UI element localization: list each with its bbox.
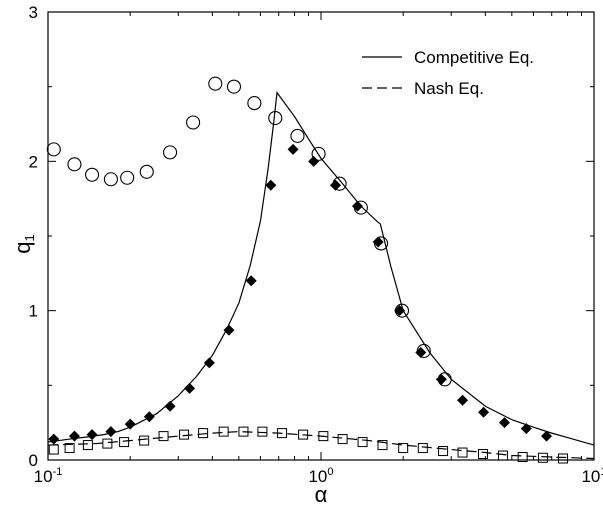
x-tick-label-exponent: 1	[600, 466, 603, 478]
circle-point	[290, 128, 305, 143]
square-point	[318, 431, 329, 442]
x-tick-label: 100	[308, 466, 333, 486]
square-point	[218, 426, 229, 437]
diamond-point	[351, 200, 363, 212]
square-point	[517, 452, 528, 463]
square-point	[357, 437, 368, 448]
x-tick-label: 10-1	[34, 466, 63, 486]
y-tick-label: 0	[29, 451, 38, 470]
square-point	[139, 435, 150, 446]
diamond-point	[105, 426, 117, 438]
diamond-point	[435, 373, 447, 385]
axis-ticks	[47, 11, 594, 461]
diamond-point	[48, 433, 60, 445]
square-point	[298, 429, 309, 440]
diamond-point	[457, 394, 469, 406]
circle-point	[103, 172, 118, 187]
diamond-point	[329, 179, 341, 191]
diamond-point	[164, 400, 176, 412]
diamond-point	[541, 430, 553, 442]
circle-point	[67, 157, 82, 172]
square-point	[438, 446, 449, 457]
y-tick-label: 3	[29, 3, 38, 22]
circle-point	[163, 145, 178, 160]
diamond-point	[415, 346, 427, 358]
diamond-point	[184, 382, 196, 394]
circle-point	[85, 167, 100, 182]
square-point	[558, 453, 569, 464]
circle-point	[311, 146, 326, 161]
diamond-point	[223, 324, 235, 336]
square-point	[64, 443, 75, 454]
square-point	[377, 440, 388, 451]
square-point	[238, 426, 249, 437]
competitive-eq-line	[48, 91, 594, 446]
square-point	[537, 452, 548, 463]
diamond-point	[143, 411, 155, 423]
square-point	[82, 440, 93, 451]
square-point	[102, 438, 113, 449]
square-point	[457, 447, 468, 458]
x-axis-label: α	[315, 482, 328, 507]
diamond-point	[478, 406, 490, 418]
circle-point	[226, 79, 242, 94]
x-tick-label-base: 10	[308, 467, 327, 486]
plot-area	[47, 11, 595, 461]
y-axis-label: q1	[10, 234, 37, 253]
diamond-point	[245, 275, 257, 287]
diamond-point	[394, 305, 406, 317]
square-point	[337, 434, 348, 445]
diamond-point	[265, 179, 277, 191]
y-tick-label: 1	[29, 302, 38, 321]
y-axis-label-sub: 1	[22, 234, 37, 241]
square-point	[277, 428, 288, 439]
square-point	[497, 450, 508, 461]
circle-point	[46, 142, 61, 157]
diamond-point	[372, 236, 384, 248]
square-point	[179, 429, 190, 440]
nash-eq-line	[48, 431, 594, 460]
circle-point	[247, 96, 262, 111]
x-tick-label-exponent: 0	[327, 466, 333, 478]
circle-point	[268, 110, 283, 126]
legend-label-nash: Nash Eq.	[414, 79, 484, 98]
diamond-point	[308, 155, 320, 167]
legend-label-competitive: Competitive Eq.	[414, 48, 534, 67]
diamond-point	[498, 417, 510, 429]
x-tick-label-exponent: -1	[53, 466, 63, 478]
square-point	[158, 431, 169, 442]
x-tick-label-base: 10	[581, 467, 600, 486]
y-axis-label-main: q	[10, 241, 35, 253]
diamond-point	[287, 143, 299, 155]
legend: Competitive Eq. Nash Eq.	[362, 48, 534, 98]
square-point	[417, 443, 428, 454]
circle-point	[120, 170, 135, 185]
x-tick-label: 101	[581, 466, 603, 486]
diamond-point	[520, 423, 532, 435]
data-points	[46, 76, 569, 464]
x-tick-label-base: 10	[34, 467, 53, 486]
circle-point	[186, 115, 201, 130]
square-point	[119, 437, 130, 448]
square-point	[198, 428, 209, 439]
square-point	[398, 443, 409, 454]
square-point	[48, 444, 59, 455]
diamond-point	[203, 357, 215, 369]
diamond-point	[68, 430, 80, 442]
curves	[48, 91, 594, 460]
diamond-point	[86, 429, 98, 441]
circle-point	[139, 164, 154, 179]
circle-point	[208, 76, 223, 91]
square-point	[477, 449, 488, 460]
square-point	[257, 426, 268, 437]
diamond-point	[124, 418, 136, 430]
y-tick-label: 2	[29, 152, 38, 171]
